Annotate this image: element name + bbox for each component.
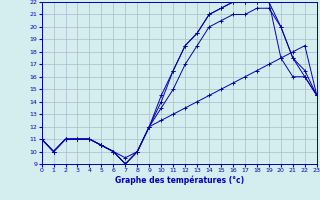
X-axis label: Graphe des températures (°c): Graphe des températures (°c)	[115, 176, 244, 185]
